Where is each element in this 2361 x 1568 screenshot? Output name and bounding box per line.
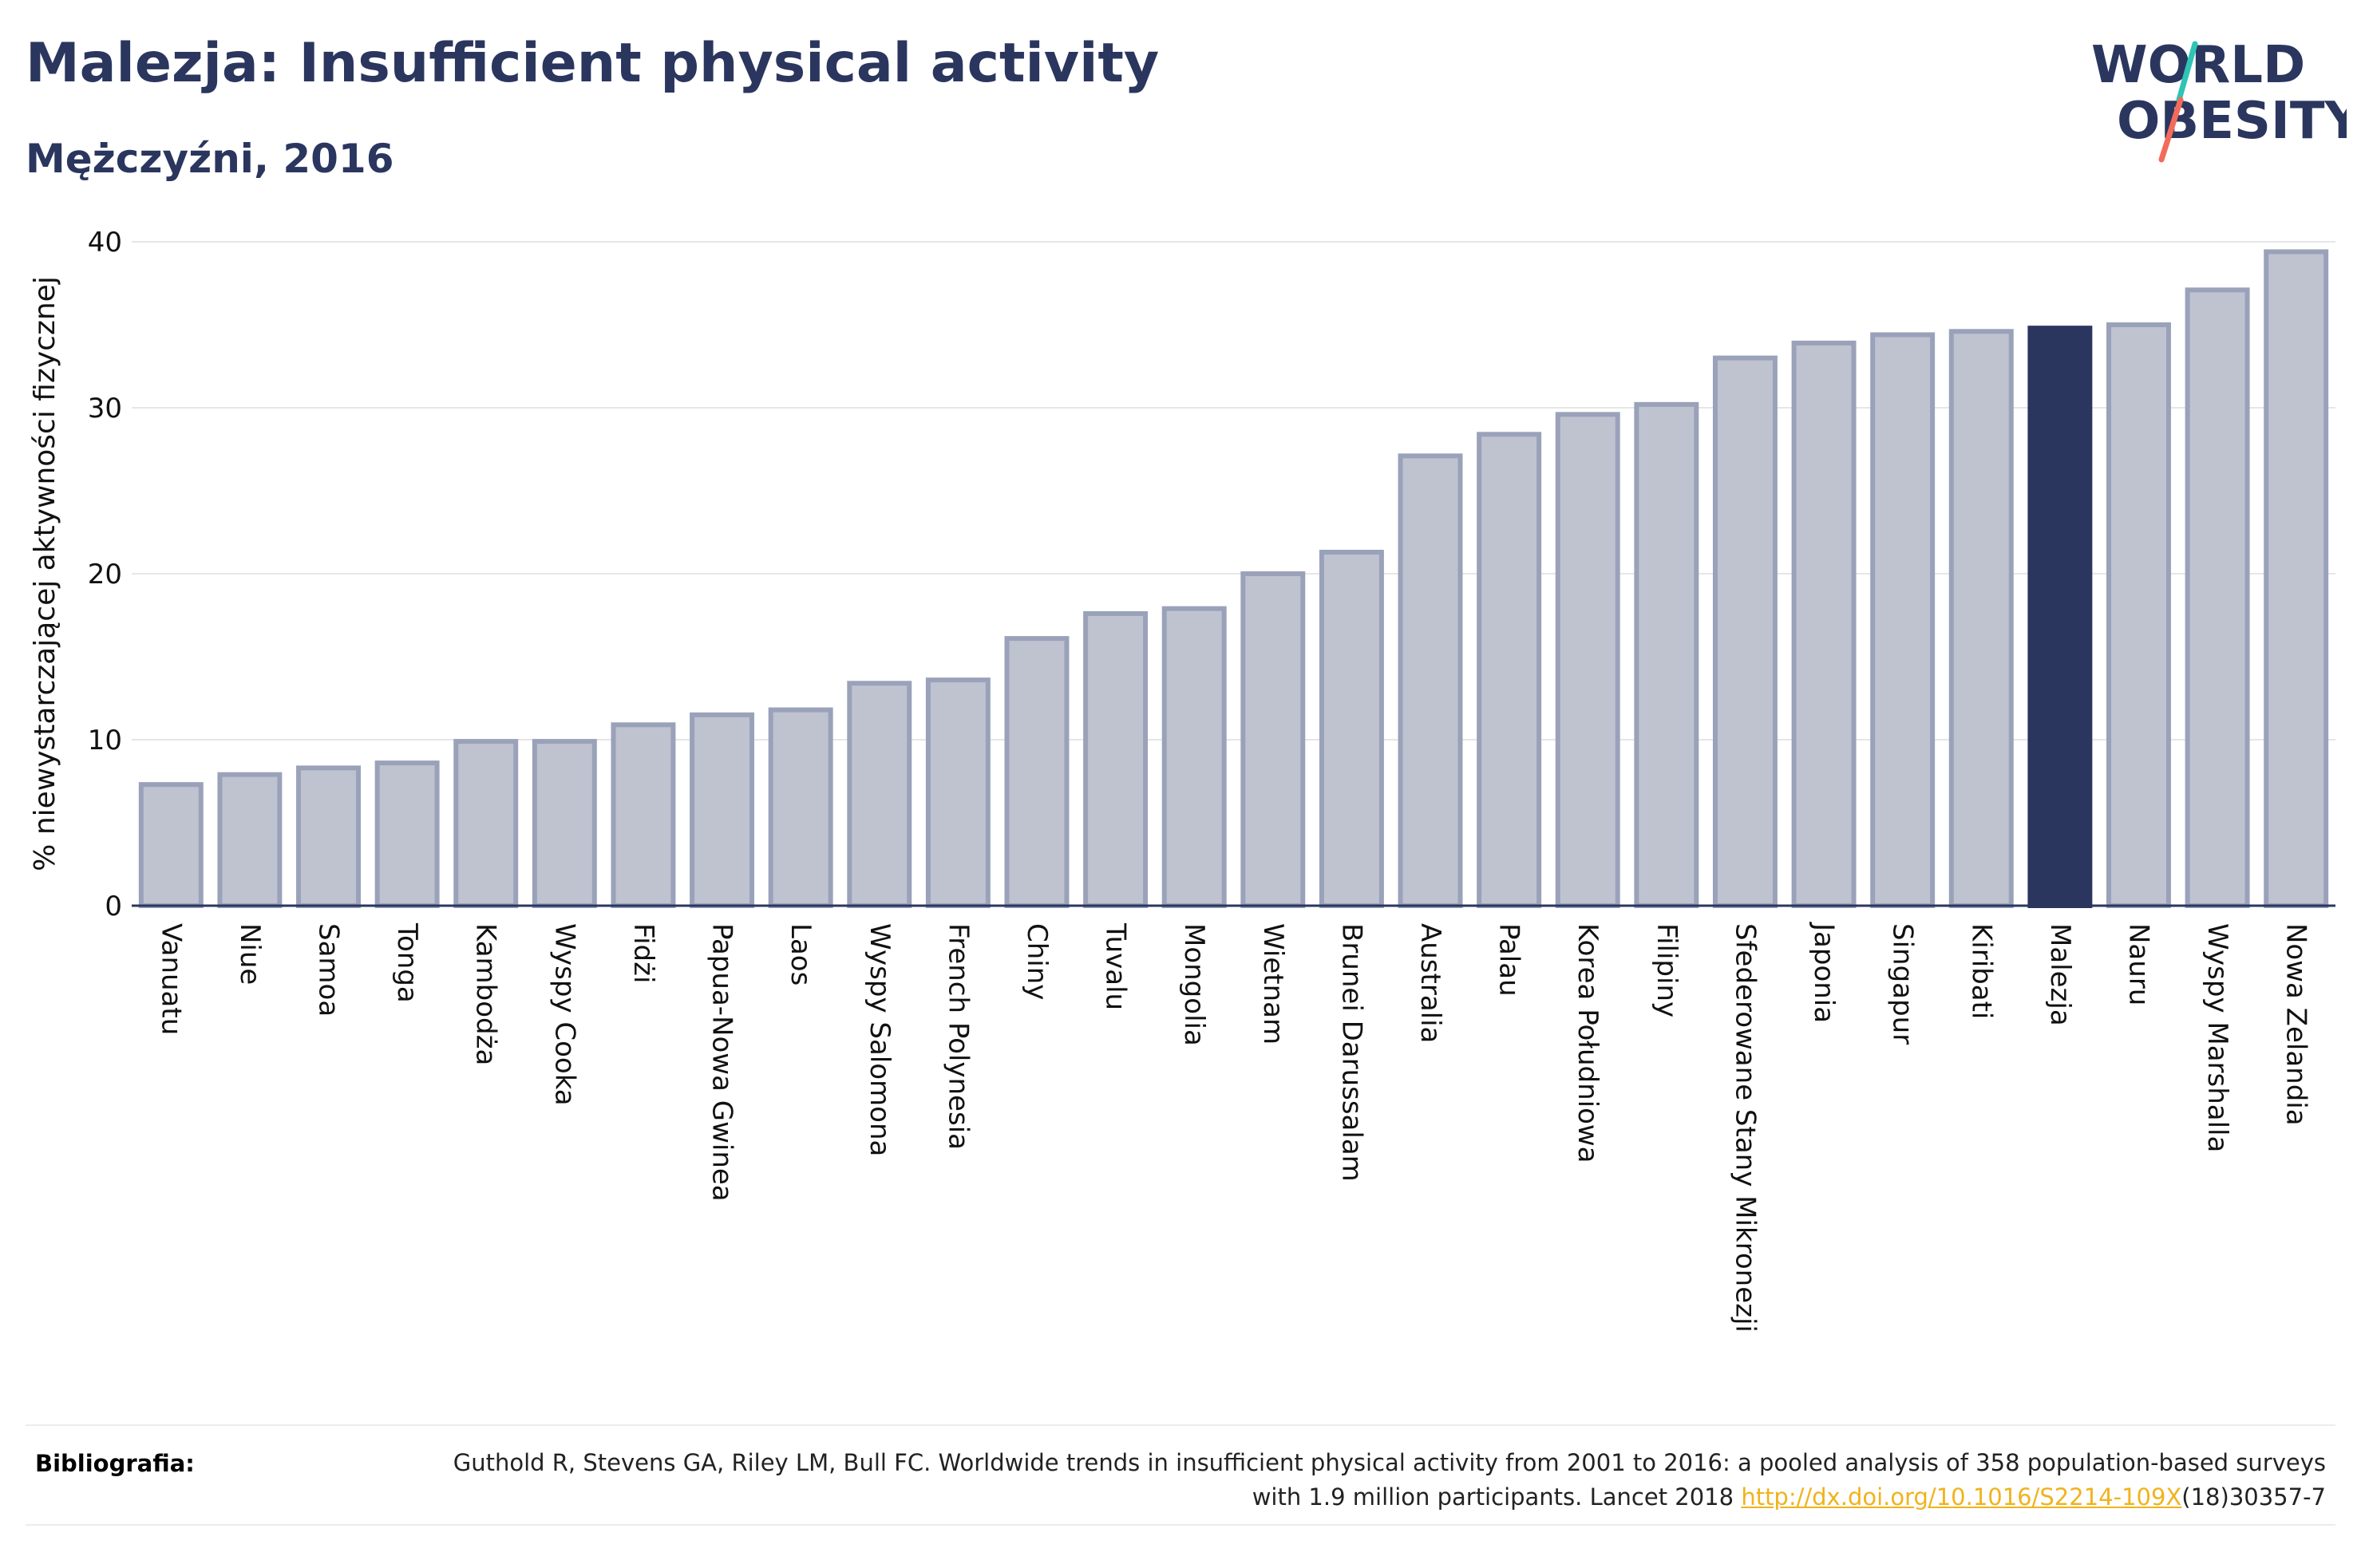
bar	[1791, 340, 1857, 908]
bibliography-label: Bibliografia:	[35, 1450, 195, 1477]
bar	[768, 707, 833, 908]
bar	[2106, 322, 2171, 908]
x-tick-label: Nowa Zelandia	[2280, 923, 2312, 1126]
x-tick-label: Wyspy Salomona	[864, 923, 896, 1156]
doi-link[interactable]: http://dx.doi.org/10.1016/S2214-109X	[1741, 1483, 2182, 1511]
world-obesity-logo: WORLD OBESITY	[2091, 36, 2347, 163]
bar	[532, 739, 597, 909]
x-tick-label: Filipiny	[1651, 923, 1683, 1017]
x-tick-label: Singapur	[1887, 923, 1919, 1045]
x-tick-label: French Polynesia	[942, 923, 974, 1150]
x-tick-label: Wyspy Cooka	[548, 923, 580, 1106]
x-tick-label: Kambodża	[470, 923, 502, 1065]
bar	[690, 712, 755, 908]
x-tick-label: Wyspy Marshalla	[2201, 923, 2233, 1152]
x-tick-label: Brunei Darussalam	[1335, 923, 1367, 1182]
x-tick-label: Samoa	[313, 923, 345, 1017]
bar	[925, 677, 991, 908]
footer-divider-top	[26, 1424, 2335, 1426]
logo-word-obesity: OBESITY	[2117, 92, 2347, 151]
bar	[1161, 606, 1227, 908]
x-tick-label: Australia	[1414, 923, 1446, 1043]
bar	[1083, 610, 1149, 908]
bar	[2264, 249, 2329, 909]
y-tick-label: 0	[105, 891, 122, 922]
x-tick-label: Fidżi	[627, 923, 659, 983]
bibliography-citation: Guthold R, Stevens GA, Riley LM, Bull FC…	[453, 1449, 2326, 1511]
y-tick-label: 30	[88, 393, 122, 425]
logo-slash-teal	[2176, 41, 2198, 103]
x-tick-label: Nauru	[2122, 923, 2154, 1005]
chart-subtitle: Mężczyźni, 2016	[26, 136, 394, 182]
bar	[1948, 329, 2014, 908]
x-tick-label: Tuvalu	[1100, 922, 1132, 1010]
x-tick-label: Kiribati	[1965, 923, 1997, 1019]
x-tick-label: Vanuatu	[155, 923, 187, 1035]
x-tick-label: Sfederowane Stany Mikronezji	[1729, 923, 1761, 1333]
bar	[296, 765, 361, 908]
chart-title: Malezja: Insufficient physical activity	[26, 32, 1160, 95]
logo-word-world: WORLD	[2091, 36, 2305, 95]
x-tick-label: Niue	[234, 923, 266, 985]
bar	[1870, 332, 1936, 909]
x-tick-label: Chiny	[1021, 923, 1053, 1000]
x-tick-label: Tonga	[391, 922, 423, 1003]
bar	[847, 681, 912, 909]
bar	[138, 782, 204, 908]
bar	[374, 760, 440, 908]
x-tick-label: Papua-Nowa Gwinea	[706, 923, 738, 1202]
y-axis-label: % niewystarczającej aktywności fizycznej	[29, 276, 61, 871]
bar	[453, 739, 519, 909]
bar	[1477, 432, 1542, 908]
x-tick-label: Wietnam	[1257, 923, 1289, 1045]
bar-chart: 0 10 20 30 40 % niewystarczającej aktywności …	[29, 227, 2335, 1333]
bibliography-text: Guthold R, Stevens GA, Riley LM, Bull FC…	[410, 1446, 2326, 1515]
bar	[1004, 636, 1070, 908]
bibliography-citation-end: (18)30357-7	[2181, 1483, 2326, 1511]
x-tick-label: Palau	[1493, 923, 1525, 997]
x-tick-label: Japonia	[1808, 922, 1840, 1023]
x-tick-label: Laos	[785, 923, 817, 985]
y-tick-label: 10	[88, 725, 122, 756]
y-tick-label: 20	[88, 559, 122, 590]
logo-slash-coral	[2158, 97, 2184, 163]
bar	[217, 772, 283, 908]
y-tick-label: 40	[88, 227, 122, 259]
bar	[1712, 355, 1778, 909]
x-tick-label: Mongolia	[1178, 923, 1210, 1046]
bar	[1319, 549, 1384, 909]
bar	[1398, 453, 1463, 908]
x-tick-label: Malezja	[2044, 923, 2076, 1026]
x-tick-label: Korea Południowa	[1572, 923, 1604, 1163]
bar-highlight	[2027, 326, 2093, 909]
footer-divider-bottom	[26, 1524, 2335, 1526]
bar	[1634, 401, 1699, 908]
bar	[1555, 412, 1620, 908]
bar	[1240, 571, 1306, 908]
bar	[2185, 287, 2250, 908]
bar	[611, 722, 676, 909]
